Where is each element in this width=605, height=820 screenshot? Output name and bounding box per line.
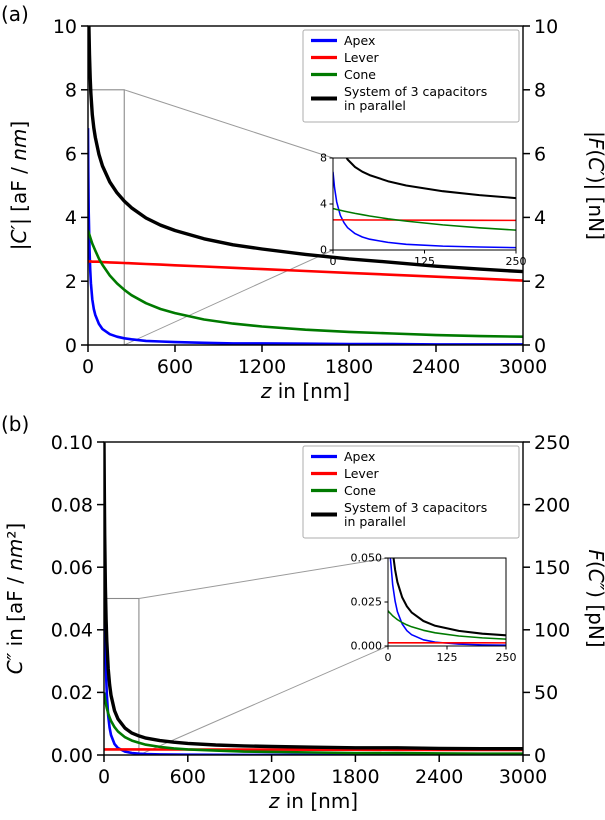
legend-label: in parallel [344,514,406,529]
inset-x-tick-label: 125 [414,255,435,268]
x-tick-label: 1800 [325,356,373,378]
legend-label: Cone [344,483,376,498]
y-tick-left-label: 8 [65,80,77,102]
zoom-connector-top [124,89,334,159]
legend-label: Lever [344,466,380,481]
inset-y-tick-label: 0.050 [351,552,383,565]
inset-y-tick-label: 0.025 [351,596,383,609]
y-tick-left-label: 4 [65,207,77,229]
series-line-lever [88,260,523,282]
plot-border [103,441,524,756]
series-line-system-of-3-capacitors-in-parallel [104,442,523,751]
inset-x-tick-label: 0 [385,651,392,664]
zoom-connector-top [138,557,389,599]
y-axis-label-right: F(C″) [pN] [584,549,605,647]
panel-b-chart: 0 600 1200 1800 2400 3000 0.00 0.02 0.04 0.06 0.08… [3,432,605,813]
x-axis-label: z in [nm] [268,789,358,813]
y-tick-right-label: 50 [534,682,558,704]
y-tick-left-label: 0 [65,335,77,357]
y-tick-right-label: 2 [534,271,546,293]
legend-label: Lever [344,50,380,65]
inset-series-group [333,158,516,249]
zoom-connector-bottom [124,249,334,346]
y-tick-left-label: 0.02 [51,682,93,704]
x-tick-label: 3000 [499,766,547,788]
inset-x-tick-label: 0 [330,255,337,268]
y-tick-right-label: 8 [534,80,546,102]
inset-x-tick-label: 125 [437,651,458,664]
x-tick-label: 0 [98,766,110,788]
y-axis-label-left: |C′| [aF / nm] [7,121,31,250]
y-tick-right-label: 0 [534,745,546,767]
inset-series-line-cone [388,610,506,640]
legend-label: Apex [344,449,375,464]
x-tick-label: 600 [170,766,206,788]
y-tick-right-label: 150 [534,557,570,579]
y-axis-label-right: |F(C′)| [nN] [584,131,605,240]
y-tick-right-label: 200 [534,494,570,516]
legend-box [302,445,520,539]
series-line-system-of-3-capacitors-in-parallel [88,26,523,274]
inset-y-tick-label: 0.000 [351,640,383,653]
series-line-lever [104,748,523,752]
x-tick-label: 1800 [331,766,379,788]
y-tick-right-label: 0 [534,335,546,357]
inset-series-line-apex [389,558,506,646]
y-tick-left-label: 0.06 [51,557,93,579]
inset-x-tick-label: 250 [506,255,527,268]
inset-y-tick-label: 0 [320,244,327,257]
panel-a-label: (a) [1,2,29,26]
x-tick-label: 1200 [238,356,286,378]
legend-label: Cone [344,67,376,82]
inset-series-line-system-of-3-capacitors-in-parallel [392,558,506,637]
series-line-apex [88,128,523,345]
y-tick-right-label: 250 [534,432,570,454]
legend-label: Apex [344,33,375,48]
inset-x-tick-label: 250 [496,651,517,664]
x-tick-label: 1200 [247,766,295,788]
y-tick-left-label: 0.10 [51,432,93,454]
inset-y-tick-label: 4 [320,198,327,211]
x-axis-label: z in [nm] [260,379,350,403]
x-tick-label: 2400 [412,356,460,378]
panel-b-label: (b) [1,412,30,436]
series-line-cone [88,229,523,338]
legend-label: System of 3 capacitors [344,500,487,515]
x-tick-label: 600 [157,356,193,378]
y-tick-right-label: 100 [534,620,570,642]
legend-label: in parallel [344,98,406,113]
y-axis-label-left: C″ in [aF / nm²] [3,523,27,674]
inset-series-line-apex [333,171,516,249]
inset-series-line-lever [333,219,516,222]
inset-series-line-cone [333,207,516,231]
plot-border [87,25,524,346]
y-tick-left-label: 6 [65,143,77,165]
legend-label: System of 3 capacitors [344,84,487,99]
x-tick-label: 3000 [499,356,547,378]
zoom-connector-bottom [138,645,389,756]
series-line-cone [104,692,523,755]
y-tick-left-label: 2 [65,271,77,293]
y-tick-left-label: 0.00 [51,745,93,767]
y-tick-left-label: 10 [53,16,77,38]
x-tick-label: 0 [82,356,94,378]
y-tick-right-label: 4 [534,207,546,229]
inset-y-tick-label: 8 [320,152,327,165]
x-tick-label: 2400 [415,766,463,788]
series-group [88,26,523,345]
legend-box [302,29,520,123]
y-tick-right-label: 10 [534,16,558,38]
y-tick-left-label: 0.04 [51,620,93,642]
y-tick-right-label: 6 [534,143,546,165]
inset-series-group [388,558,506,646]
y-tick-left-label: 0.08 [51,494,93,516]
